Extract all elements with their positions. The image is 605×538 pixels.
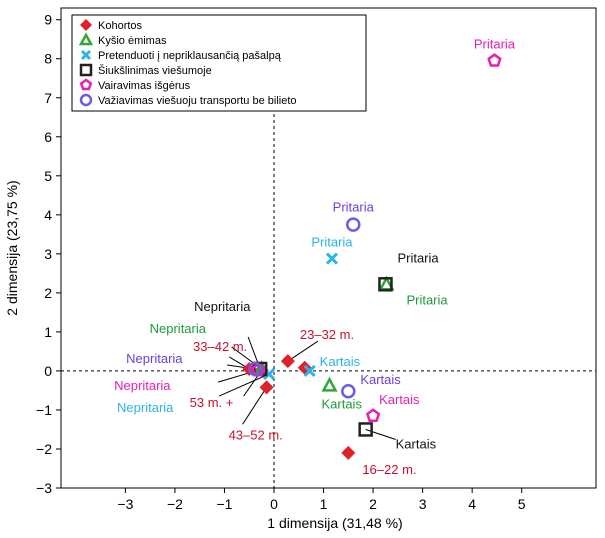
y-tick-label: −3 [36, 480, 52, 496]
data-point [303, 364, 316, 377]
point-label: Kartais [321, 396, 362, 411]
point-label: Nepritaria [126, 351, 183, 366]
point-label: Pritaria [397, 250, 439, 265]
point-label: Kartais [360, 372, 401, 387]
point-label: Nepritaria [150, 321, 207, 336]
y-tick-label: 7 [44, 90, 52, 106]
data-point [487, 53, 502, 67]
data-points [242, 53, 502, 460]
y-axis-title: 2 dimensija (23,75 %) [4, 180, 20, 315]
x-axis-title: 1 dimensija (31,48 %) [267, 515, 402, 531]
legend-box [71, 14, 367, 112]
zero-lines [61, 108, 596, 488]
x-tick-label: 4 [468, 496, 476, 512]
point-labels: 33–42 m. 23–32 m. 43–52 m. 53 m. + 16–22 m. N… [114, 37, 516, 477]
point-label: Kartais [320, 354, 361, 369]
y-tick-label: 1 [44, 324, 52, 340]
point-label: 43–52 m. [229, 427, 283, 442]
y-tick-label: 3 [44, 246, 52, 262]
leader-line [287, 340, 319, 362]
y-tick-label: 2 [44, 285, 52, 301]
legend-marker [79, 78, 93, 91]
y-tick-label: −2 [36, 441, 52, 457]
x-tick-label: 0 [270, 496, 278, 512]
data-point [346, 217, 361, 232]
x-tick-label: 3 [419, 496, 427, 512]
point-label: 53 m. + [190, 395, 234, 410]
data-point [341, 383, 356, 399]
legend-label: Kohortos [98, 20, 143, 32]
x-tick-label: 1 [320, 496, 328, 512]
point-label: Kartais [379, 392, 420, 407]
x-tick-label: −2 [167, 496, 183, 512]
point-label: Pritaria [333, 200, 375, 215]
y-tick-label: −1 [36, 402, 52, 418]
leader-line [242, 387, 267, 425]
y-tick-label: 0 [44, 363, 52, 379]
y-tick-label: 6 [44, 129, 52, 145]
y-tick-label: 8 [44, 51, 52, 67]
axis-ticks: −3 −2 −1 0 1 2 3 4 5 −3 −2 −1 0 1 2 3 4 5 6 7 8 9 [36, 12, 526, 512]
x-tick-label: 2 [369, 496, 377, 512]
legend-label: Važiavimas viešuoju transportu be biliet… [98, 95, 297, 107]
y-tick-label: 4 [44, 207, 52, 223]
data-point [358, 422, 373, 437]
point-label: 23–32 m. [300, 327, 354, 342]
legend-marker [78, 32, 94, 46]
point-label: Pritaria [474, 37, 516, 52]
legend-label: Vairavimas išgėrus [98, 80, 191, 92]
point-label: 33–42 m. [193, 339, 247, 354]
x-tick-label: −3 [117, 496, 133, 512]
legend-marker [79, 93, 93, 107]
data-point [365, 408, 381, 422]
legend-marker [79, 63, 93, 77]
data-point [341, 445, 356, 460]
plot-frame [60, 7, 597, 489]
y-tick-label: 5 [44, 168, 52, 184]
y-tick-label: 9 [44, 12, 52, 28]
legend-marker [80, 49, 92, 61]
legend-label: Šiukšlinimas viešumoje [98, 64, 212, 77]
x-tick-label: −1 [216, 496, 232, 512]
data-point [321, 376, 338, 392]
data-point [378, 277, 393, 292]
point-label: Pritaria [311, 235, 353, 250]
data-point [259, 380, 274, 395]
point-label: Pritaria [406, 292, 448, 307]
point-label: Nepritaria [117, 400, 174, 415]
point-label: Nepritaria [114, 378, 171, 393]
point-label: Nepritaria [194, 299, 251, 314]
legend-label: Pretenduoti į nepriklausančią pašalpą [98, 50, 282, 62]
data-point [280, 354, 295, 369]
leader-line [218, 373, 270, 397]
data-point [247, 361, 263, 377]
legend-marker [80, 19, 92, 31]
point-label: 16–22 m. [362, 462, 416, 477]
legend: Kohortos Kyšio ėmimas Pretenduoti į neprik… [71, 14, 367, 112]
data-point [325, 252, 339, 265]
x-tick-label: 5 [518, 496, 526, 512]
legend-label: Kyšio ėmimas [98, 35, 167, 47]
point-label: Kartais [396, 436, 437, 451]
